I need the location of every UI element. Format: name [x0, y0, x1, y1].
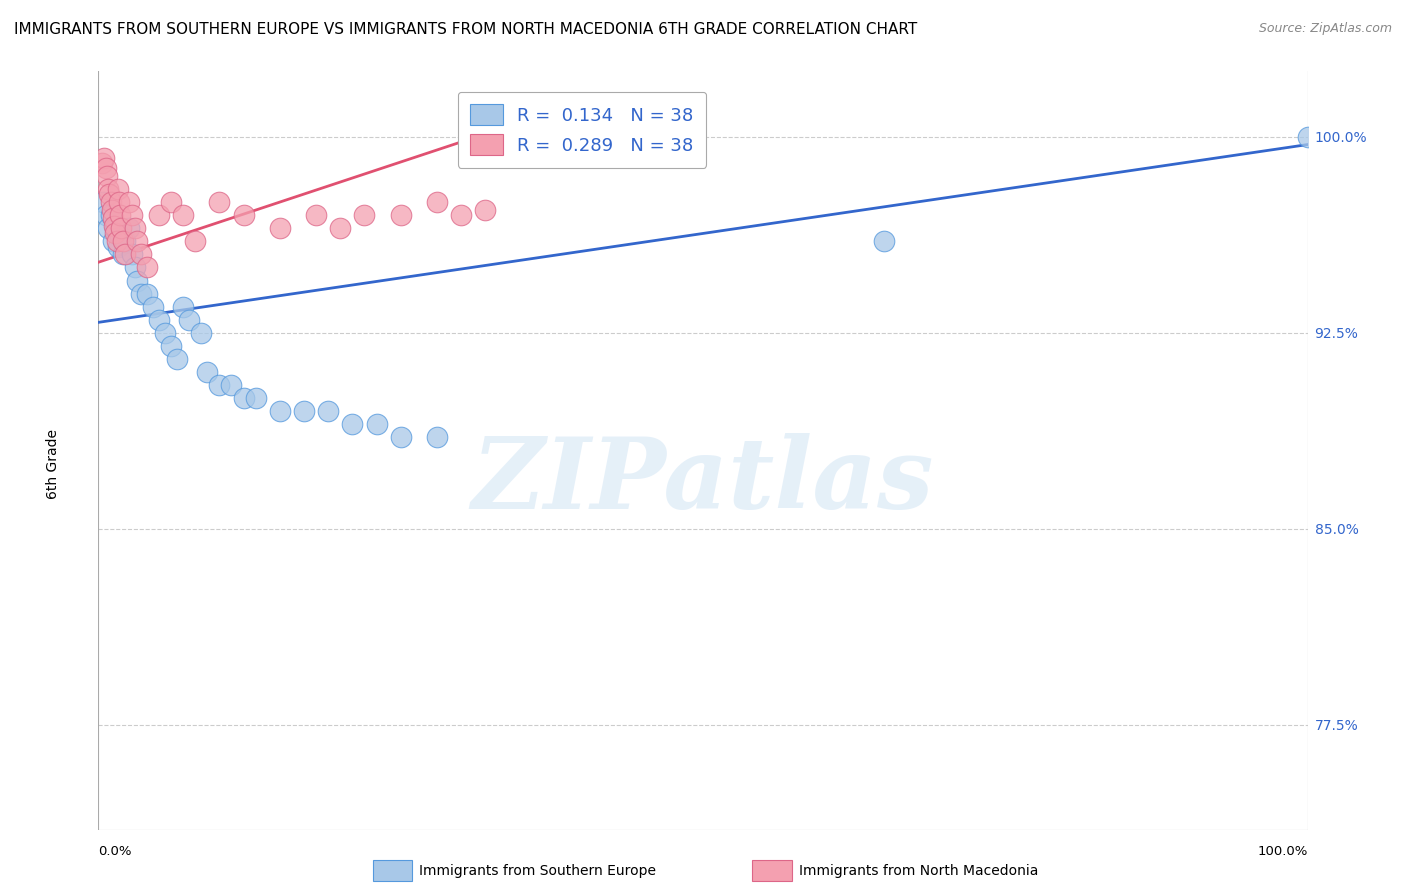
Text: 100.0%: 100.0%: [1257, 846, 1308, 858]
Point: [107, 182, 129, 196]
Point: [104, 227, 127, 241]
Point: [135, 260, 157, 275]
Text: Immigrants from Southern Europe: Immigrants from Southern Europe: [419, 863, 657, 878]
Point: [353, 208, 375, 222]
Point: [105, 235, 128, 249]
Point: [118, 221, 141, 235]
Point: [93, 151, 115, 165]
Point: [110, 221, 132, 235]
Point: [127, 273, 149, 287]
Point: [148, 312, 170, 326]
Point: [426, 430, 449, 444]
Point: [166, 351, 188, 366]
Point: [292, 404, 315, 418]
Point: [389, 208, 412, 222]
Point: [103, 219, 125, 233]
Point: [108, 195, 131, 210]
Point: [114, 235, 136, 249]
Point: [172, 208, 194, 222]
Point: [1296, 129, 1319, 144]
Point: [94, 208, 117, 222]
Text: ZIPatlas: ZIPatlas: [472, 433, 934, 529]
Point: [153, 326, 176, 340]
Point: [160, 195, 183, 210]
Point: [91, 156, 114, 170]
Point: [232, 208, 254, 222]
Point: [100, 202, 122, 217]
Point: [329, 221, 352, 235]
Point: [450, 208, 472, 222]
Point: [98, 187, 121, 202]
Point: [97, 182, 120, 196]
Point: [129, 286, 152, 301]
Point: [101, 235, 124, 249]
Text: 0.0%: 0.0%: [98, 846, 132, 858]
Point: [127, 235, 149, 249]
Point: [208, 378, 231, 392]
Point: [121, 247, 143, 261]
Point: [97, 221, 120, 235]
Point: [389, 430, 412, 444]
Point: [184, 235, 207, 249]
Point: [108, 229, 131, 244]
Point: [269, 404, 291, 418]
Text: IMMIGRANTS FROM SOUTHERN EUROPE VS IMMIGRANTS FROM NORTH MACEDONIA 6TH GRADE COR: IMMIGRANTS FROM SOUTHERN EUROPE VS IMMIG…: [14, 22, 917, 37]
Point: [208, 195, 231, 210]
Point: [245, 391, 267, 405]
Point: [172, 300, 194, 314]
Text: 6th Grade: 6th Grade: [46, 429, 60, 499]
Point: [873, 235, 896, 249]
Text: Source: ZipAtlas.com: Source: ZipAtlas.com: [1258, 22, 1392, 36]
Point: [160, 339, 183, 353]
Point: [195, 365, 218, 379]
Point: [366, 417, 388, 432]
Point: [121, 208, 143, 222]
Point: [474, 202, 496, 217]
Point: [190, 326, 212, 340]
Legend: R =  0.134   N = 38, R =  0.289   N = 38: R = 0.134 N = 38, R = 0.289 N = 38: [458, 92, 706, 168]
Point: [104, 221, 127, 235]
Point: [221, 378, 243, 392]
Point: [135, 286, 157, 301]
Point: [426, 195, 449, 210]
Point: [232, 391, 254, 405]
Point: [342, 417, 364, 432]
Point: [129, 247, 152, 261]
Point: [269, 221, 291, 235]
Point: [100, 208, 122, 222]
Point: [305, 208, 328, 222]
Point: [94, 161, 117, 175]
Point: [91, 195, 114, 210]
Point: [316, 404, 339, 418]
Point: [111, 247, 134, 261]
Point: [100, 195, 122, 210]
Point: [142, 300, 165, 314]
Point: [124, 260, 146, 275]
Point: [111, 235, 134, 249]
Point: [96, 169, 118, 183]
Point: [124, 221, 146, 235]
Point: [108, 208, 131, 222]
Point: [101, 211, 124, 225]
Point: [107, 239, 129, 253]
Text: Immigrants from North Macedonia: Immigrants from North Macedonia: [799, 863, 1038, 878]
Point: [118, 195, 141, 210]
Point: [114, 247, 136, 261]
Point: [148, 208, 170, 222]
Point: [179, 312, 201, 326]
